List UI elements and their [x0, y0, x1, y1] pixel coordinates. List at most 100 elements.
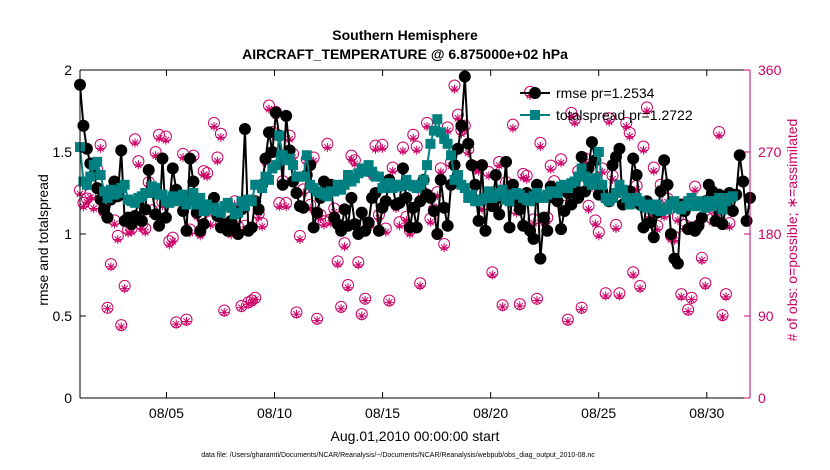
totalspread-marker [288, 160, 299, 171]
obs-assimilated-stroke [660, 213, 668, 221]
totalspread-marker [442, 138, 453, 149]
obs-assimilated-marker [370, 144, 380, 154]
obs-assimilated-stroke [361, 297, 369, 305]
rmse-marker [400, 191, 413, 204]
totalspread-marker [233, 207, 244, 218]
obs-assimilated-stroke [622, 122, 630, 130]
rmse-marker [307, 221, 320, 234]
obs-assimilated-marker [281, 202, 291, 212]
totalspread-marker [198, 206, 209, 217]
y2-tick-label: 360 [758, 62, 782, 78]
rmse-marker [458, 70, 471, 83]
rmse-marker [362, 216, 375, 229]
rmse-marker [486, 200, 499, 213]
obs-assimilated-marker [522, 174, 532, 184]
obs-assimilated-stroke [722, 293, 730, 301]
rmse-marker [348, 218, 361, 231]
x-tick-label: 08/05 [149, 405, 184, 421]
obs-assimilated-stroke [337, 305, 345, 313]
obs-assimilated-stroke [684, 307, 692, 315]
obs-assimilated-stroke [454, 114, 462, 122]
obs-assimilated-marker [439, 243, 449, 253]
totalspread-marker [274, 130, 285, 141]
obs-assimilated-marker [635, 284, 645, 294]
obs-assimilated-marker [312, 316, 322, 326]
obs-assimilated-marker [700, 281, 710, 291]
totalspread-marker [700, 202, 711, 213]
y-tick-label: 2 [64, 62, 72, 78]
totalspread-marker [119, 179, 130, 190]
rmse-marker [379, 195, 392, 208]
obs-assimilated-stroke [200, 171, 208, 179]
obs-assimilated-stroke [499, 303, 507, 311]
totalspread-marker [150, 183, 161, 194]
obs-assimilated-stroke [509, 124, 517, 132]
obs-assimilated-stroke [440, 244, 448, 252]
totalspread-marker [373, 171, 384, 182]
rmse-marker [469, 178, 482, 191]
obs-assimilated-stroke [141, 228, 149, 236]
obs-assimilated-stroke [220, 308, 228, 316]
rmse-marker [465, 159, 478, 172]
legend-rmse-marker [529, 87, 541, 99]
totalspread-marker [504, 196, 515, 207]
x-tick-label: 08/30 [689, 405, 724, 421]
totalspread-marker [466, 189, 477, 200]
rmse-line [79, 76, 751, 267]
obs-assimilated-marker [532, 296, 542, 306]
totalspread-marker [497, 184, 508, 195]
rmse-marker [438, 201, 451, 214]
rmse-marker [627, 152, 640, 165]
rmse-marker [232, 228, 245, 240]
obs-assimilated-marker [415, 281, 425, 291]
rmse-marker [410, 221, 423, 234]
rmse-marker [139, 203, 152, 216]
rmse-marker [585, 136, 598, 149]
obs-assimilated-stroke [698, 256, 706, 264]
obs-assimilated-marker [254, 213, 264, 223]
obs-assimilated-marker [508, 123, 518, 133]
totalspread-marker [178, 189, 189, 200]
obs-assimilated-marker [625, 132, 635, 142]
obs-assimilated-marker [388, 166, 398, 176]
rmse-marker [695, 211, 708, 224]
obs-assimilated-stroke [203, 173, 211, 181]
chart-subtitle: AIRCRAFT_TEMPERATURE @ 6.875000e+02 hPa [242, 46, 568, 62]
rmse-marker [671, 257, 684, 270]
totalspread-marker [339, 179, 350, 190]
totalspread-marker [85, 171, 96, 182]
totalspread-marker [452, 169, 463, 180]
totalspread-marker [102, 192, 113, 203]
obs-assimilated-stroke [103, 305, 111, 313]
obs-assimilated-stroke [275, 203, 283, 211]
rmse-marker [280, 109, 293, 122]
totalspread-marker [239, 201, 250, 212]
rmse-marker [493, 208, 506, 221]
obs-assimilated-stroke [79, 203, 87, 211]
legend-spread-marker [530, 110, 540, 120]
obs-assimilated-stroke [371, 145, 379, 153]
rmse-marker [187, 175, 200, 188]
rmse-marker [101, 211, 114, 224]
obs-assimilated-marker [168, 236, 178, 246]
rmse-marker [733, 149, 746, 162]
obs-assimilated-marker [357, 311, 367, 321]
totalspread-marker [329, 186, 340, 197]
obs-assimilated-marker [236, 303, 246, 313]
totalspread-marker [143, 188, 154, 198]
totalspread-marker [446, 150, 457, 161]
obs-assimilated-marker [642, 106, 652, 116]
obs-assimilated-stroke [286, 135, 294, 143]
obs-assimilated-marker [102, 304, 112, 314]
obs-assimilated-stroke [83, 198, 91, 206]
obs-assimilated-stroke [323, 143, 331, 151]
obs-assimilated-marker [611, 224, 621, 234]
obs-assimilated-stroke [585, 205, 593, 213]
obs-assimilated-stroke [547, 165, 555, 173]
rmse-marker [427, 205, 440, 218]
totalspread-marker [284, 153, 295, 164]
obs-assimilated-stroke [571, 119, 579, 127]
totalspread-marker [686, 192, 697, 203]
obs-assimilated-marker [721, 292, 731, 302]
